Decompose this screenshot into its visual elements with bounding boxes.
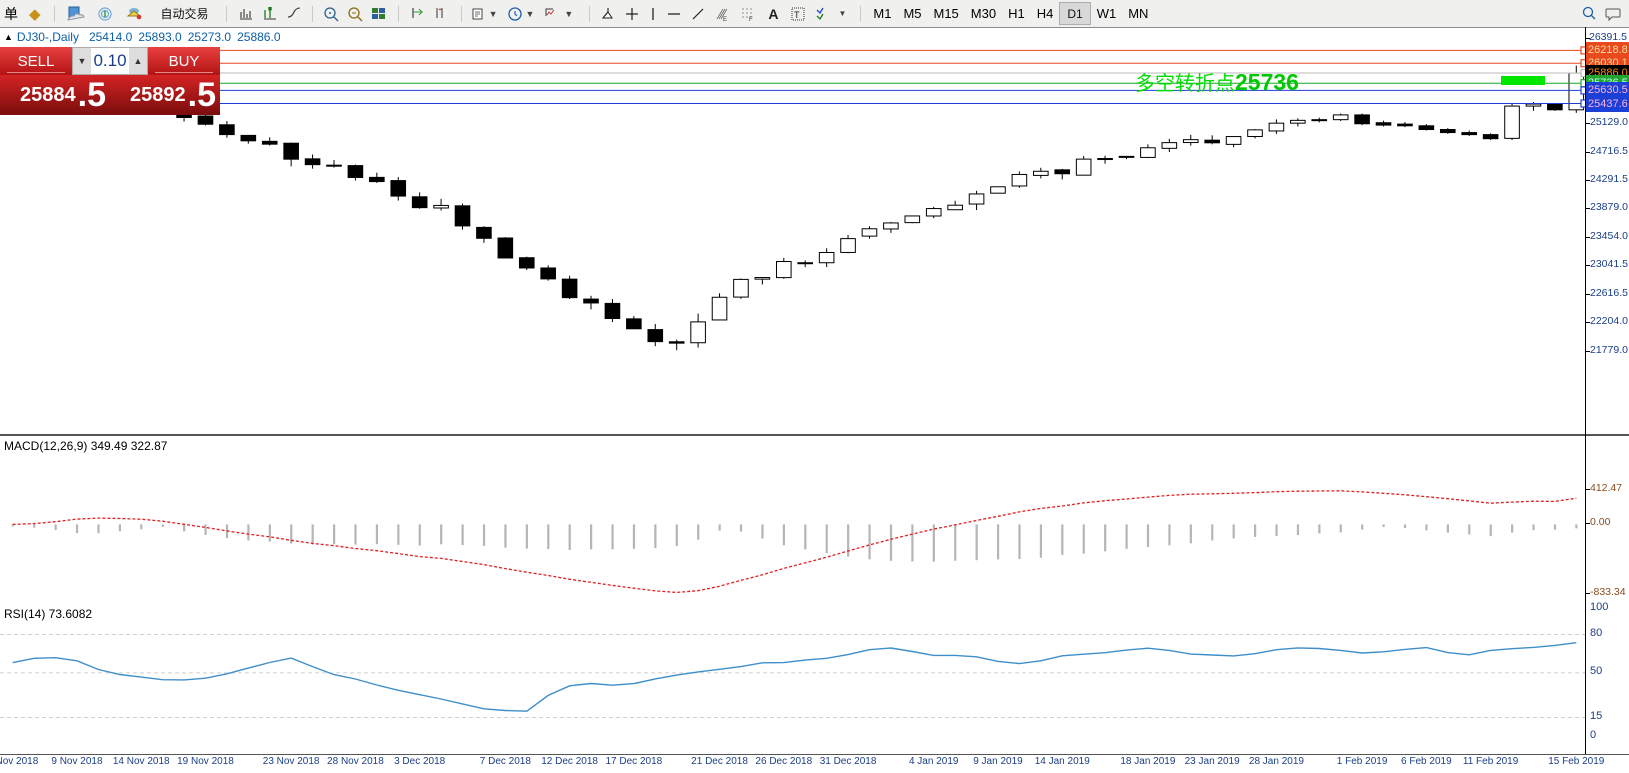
svg-text:T: T [794,10,800,20]
svg-text:E: E [723,17,727,22]
svg-text:F: F [749,17,753,22]
